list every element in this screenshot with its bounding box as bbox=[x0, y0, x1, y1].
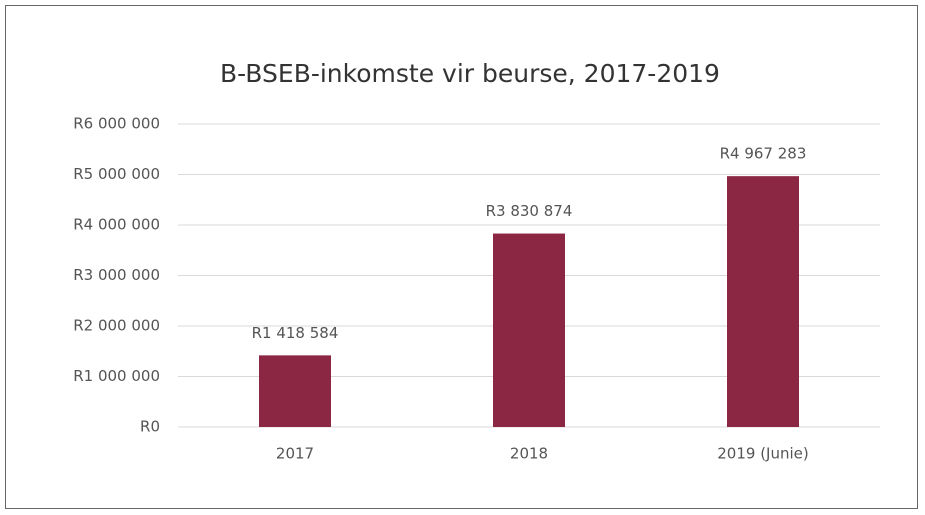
y-tick-label: R6 000 000 bbox=[73, 115, 160, 133]
y-tick-label: R2 000 000 bbox=[73, 317, 160, 335]
y-tick-label: R4 000 000 bbox=[73, 216, 160, 234]
x-tick-label: 2019 (Junie) bbox=[717, 445, 808, 463]
x-tick-label: 2017 bbox=[276, 445, 314, 463]
data-label: R4 967 283 bbox=[720, 145, 807, 163]
data-label: R1 418 584 bbox=[252, 324, 339, 342]
bar bbox=[259, 355, 331, 427]
bar bbox=[727, 176, 799, 427]
chart-title: B-BSEB-inkomste vir beurse, 2017-2019 bbox=[220, 59, 720, 88]
y-tick-label: R3 000 000 bbox=[73, 266, 160, 284]
y-tick-label: R0 bbox=[140, 418, 160, 436]
y-tick-label: R1 000 000 bbox=[73, 367, 160, 385]
x-tick-label: 2018 bbox=[510, 445, 548, 463]
y-tick-label: R5 000 000 bbox=[73, 165, 160, 183]
bar bbox=[493, 233, 565, 427]
data-label: R3 830 874 bbox=[486, 202, 573, 220]
